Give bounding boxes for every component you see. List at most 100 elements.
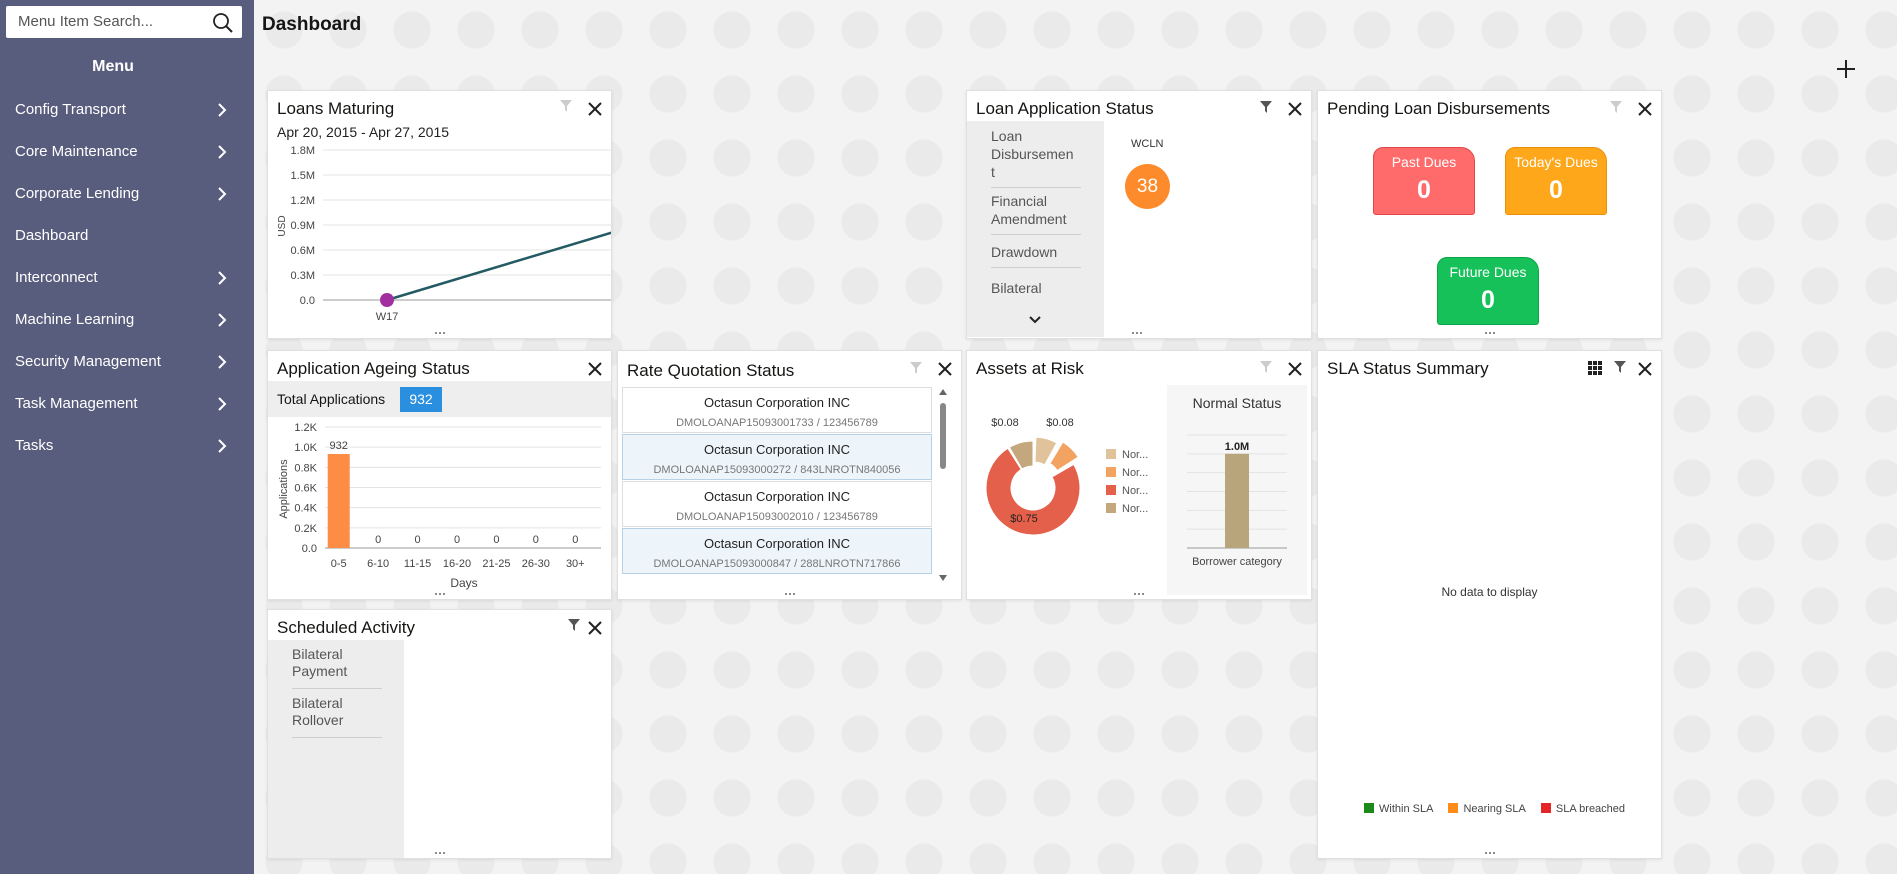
scheduled-activity-card: Scheduled Activity Bilateral Payment Bil…: [267, 609, 612, 859]
close-icon[interactable]: [937, 361, 953, 377]
tile-value: 0: [1481, 286, 1495, 314]
pie-slice: [985, 447, 1081, 536]
normal-status-title: Normal Status: [1192, 395, 1282, 411]
bar-value-label: 932: [330, 440, 348, 452]
resize-grip-icon[interactable]: [1131, 330, 1143, 336]
list-item[interactable]: Octasun Corporation INC DMOLOANAP1509300…: [622, 481, 932, 527]
grid-view-icon[interactable]: [1587, 360, 1603, 376]
filter-icon[interactable]: [1609, 100, 1623, 114]
normal-status-bar-chart: 1.0M: [1187, 434, 1287, 549]
scrollbar-thumb[interactable]: [940, 403, 946, 469]
list-item[interactable]: Bilateral: [991, 280, 1042, 296]
resize-grip-icon[interactable]: [1484, 850, 1496, 856]
loans-maturing-chart: 0.00.3M0.6M0.9M1.2M1.5M1.8MUSDW17W18: [277, 145, 611, 323]
chevron-down-icon[interactable]: [1028, 315, 1042, 325]
resize-grip-icon[interactable]: [434, 330, 446, 336]
resize-grip-icon[interactable]: [1133, 591, 1145, 597]
menu-item-label: Task Management: [15, 395, 138, 412]
y-tick-label: 0.6K: [294, 483, 317, 495]
menu-item-label: Dashboard: [15, 227, 89, 244]
past-dues-tile[interactable]: Past Dues 0: [1373, 147, 1475, 215]
todays-dues-tile[interactable]: Today's Dues 0: [1505, 147, 1607, 215]
bar: [327, 454, 350, 548]
close-icon[interactable]: [1637, 101, 1653, 117]
menu-item-dashboard[interactable]: Dashboard: [0, 215, 254, 257]
list-item[interactable]: Loan Disbursemen t: [991, 127, 1081, 188]
close-icon[interactable]: [1637, 361, 1653, 377]
sla-legend: Within SLA Nearing SLA SLA breached: [1364, 803, 1637, 815]
count-badge[interactable]: 38: [1125, 164, 1170, 209]
x-tick-label: 21-25: [482, 558, 510, 570]
menu-item-label: Core Maintenance: [15, 143, 138, 160]
list-item[interactable]: Octasun Corporation INC DMOLOANAP1509300…: [622, 434, 932, 480]
filter-icon[interactable]: [559, 99, 573, 113]
scroll-up-icon[interactable]: [938, 387, 948, 397]
future-dues-tile[interactable]: Future Dues 0: [1437, 257, 1539, 325]
list-item[interactable]: Octasun Corporation INC DMOLOANAP1509300…: [622, 528, 932, 574]
menu-item-interconnect[interactable]: Interconnect: [0, 257, 254, 299]
loans-maturing-card: Loans Maturing Apr 20, 2015 - Apr 27, 20…: [267, 90, 612, 339]
list-item[interactable]: Octasun Corporation INC DMOLOANAP1509300…: [622, 387, 932, 433]
close-icon[interactable]: [587, 361, 603, 377]
tile-value: 0: [1549, 176, 1563, 204]
menu-item-label: Security Management: [15, 353, 161, 370]
dashboard-main: Dashboard Loans Maturing Apr 20, 2015 - …: [254, 0, 1897, 874]
resize-grip-icon[interactable]: [434, 850, 446, 856]
slice-label: $0.75: [1010, 513, 1038, 525]
filter-icon[interactable]: [1613, 360, 1627, 374]
close-icon[interactable]: [1287, 361, 1303, 377]
menu-item-tasks[interactable]: Tasks: [0, 425, 254, 467]
y-tick-label: 0.9M: [291, 220, 315, 232]
list-item[interactable]: Bilateral Payment: [292, 646, 382, 689]
page-title: Dashboard: [262, 14, 362, 35]
card-title: Pending Loan Disbursements: [1327, 99, 1551, 118]
y-tick-label: 1.2K: [294, 422, 317, 434]
slice-label: $0.08: [991, 417, 1019, 429]
slice-label: $0.08: [1046, 417, 1074, 429]
customer-name: Octasun Corporation INC: [704, 442, 850, 457]
legend-item: Nor...: [1106, 485, 1148, 497]
resize-grip-icon[interactable]: [434, 591, 446, 597]
list-item[interactable]: Drawdown: [991, 243, 1081, 268]
filter-icon[interactable]: [1259, 360, 1273, 374]
legend-label: Nor...: [1122, 449, 1149, 461]
application-ref: DMOLOANAP15093000847 / 288LNROTN717866: [653, 558, 901, 570]
total-applications-label: Total Applications: [277, 391, 386, 407]
no-data-message: No data to display: [1441, 585, 1538, 599]
x-tick-label: 11-15: [404, 558, 431, 570]
y-tick-label: 0.4K: [294, 503, 317, 515]
menu-item-task-management[interactable]: Task Management: [0, 383, 254, 425]
chevron-right-icon: [218, 103, 227, 117]
total-applications-badge[interactable]: 932: [400, 387, 442, 412]
menu-search-input[interactable]: [6, 6, 206, 36]
y-tick-label: 1.8M: [291, 145, 315, 157]
scrollbar[interactable]: [938, 387, 948, 583]
menu-item-label: Machine Learning: [15, 311, 135, 328]
menu-item-machine-learning[interactable]: Machine Learning: [0, 299, 254, 341]
search-icon[interactable]: [212, 12, 234, 34]
list-item[interactable]: Bilateral Rollover: [292, 695, 382, 738]
menu-item-security-management[interactable]: Security Management: [0, 341, 254, 383]
menu-item-corporate-lending[interactable]: Corporate Lending: [0, 173, 254, 215]
assets-at-risk-card: Assets at Risk $0.08 $0.08 $0.75 Nor... No…: [966, 350, 1312, 600]
menu-item-config-transport[interactable]: Config Transport: [0, 89, 254, 131]
add-widget-icon[interactable]: [1835, 58, 1857, 80]
menu-item-label: Config Transport: [15, 101, 126, 118]
list-item[interactable]: Financial Amendment: [991, 192, 1081, 235]
card-title: SLA Status Summary: [1327, 359, 1489, 378]
close-icon[interactable]: [587, 620, 603, 636]
close-icon[interactable]: [1287, 101, 1303, 117]
filter-icon[interactable]: [1259, 100, 1273, 114]
legend-swatch: [1106, 503, 1116, 513]
bar-category-label: Borrower category: [1192, 556, 1282, 568]
scroll-down-icon[interactable]: [938, 573, 948, 583]
legend-item: Nor...: [1106, 449, 1148, 461]
menu-item-core-maintenance[interactable]: Core Maintenance: [0, 131, 254, 173]
resize-grip-icon[interactable]: [784, 591, 796, 597]
close-icon[interactable]: [587, 101, 603, 117]
resize-grip-icon[interactable]: [1484, 330, 1496, 336]
legend-swatch: [1448, 803, 1459, 813]
x-tick-label: 0-5: [331, 558, 347, 570]
filter-icon[interactable]: [909, 361, 923, 375]
filter-icon[interactable]: [567, 618, 581, 632]
